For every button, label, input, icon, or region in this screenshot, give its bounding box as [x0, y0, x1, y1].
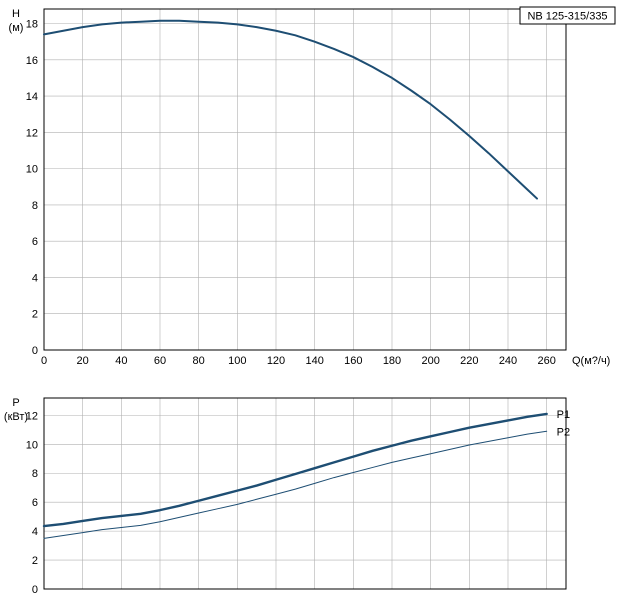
y-axis-label: P: [12, 397, 19, 409]
chart-title: NB 125-315/335: [527, 11, 607, 23]
y-tick-label: 6: [32, 236, 38, 248]
x-tick-label: 0: [41, 355, 47, 367]
y-tick-label: 16: [26, 55, 38, 67]
y-tick-label: 0: [32, 345, 38, 357]
pump-curves-svg: 0204060801001201401601802002202402600246…: [0, 0, 624, 606]
x-tick-label: 140: [305, 355, 323, 367]
x-tick-label: 20: [77, 355, 89, 367]
series-label: P1: [557, 409, 570, 421]
y-tick-label: 18: [26, 19, 38, 31]
y-axis-label: (кВт): [4, 411, 28, 423]
y-tick-label: 2: [32, 555, 38, 567]
y-tick-label: 4: [32, 272, 38, 284]
series-label: P2: [557, 426, 570, 438]
y-tick-label: 10: [26, 164, 38, 176]
y-tick-label: 14: [26, 91, 38, 103]
y-tick-label: 8: [32, 468, 38, 480]
y-tick-label: 6: [32, 497, 38, 509]
y-axis-label: H: [12, 8, 20, 20]
y-tick-label: 2: [32, 309, 38, 321]
x-tick-label: 40: [115, 355, 127, 367]
x-tick-label: 100: [228, 355, 246, 367]
chart-container: 0204060801001201401601802002202402600246…: [0, 0, 624, 606]
x-tick-label: 220: [460, 355, 478, 367]
y-axis-label: (м): [9, 22, 24, 34]
x-tick-label: 180: [383, 355, 401, 367]
y-tick-label: 10: [26, 439, 38, 451]
y-tick-label: 8: [32, 200, 38, 212]
x-tick-label: 60: [154, 355, 166, 367]
y-tick-label: 0: [32, 584, 38, 596]
x-tick-label: 80: [193, 355, 205, 367]
x-tick-label: 120: [267, 355, 285, 367]
y-tick-label: 12: [26, 127, 38, 139]
x-tick-label: 260: [537, 355, 555, 367]
x-axis-label: Q(м?/ч): [572, 355, 610, 367]
x-tick-label: 160: [344, 355, 362, 367]
y-tick-label: 4: [32, 526, 38, 538]
x-tick-label: 240: [499, 355, 517, 367]
x-tick-label: 200: [421, 355, 439, 367]
